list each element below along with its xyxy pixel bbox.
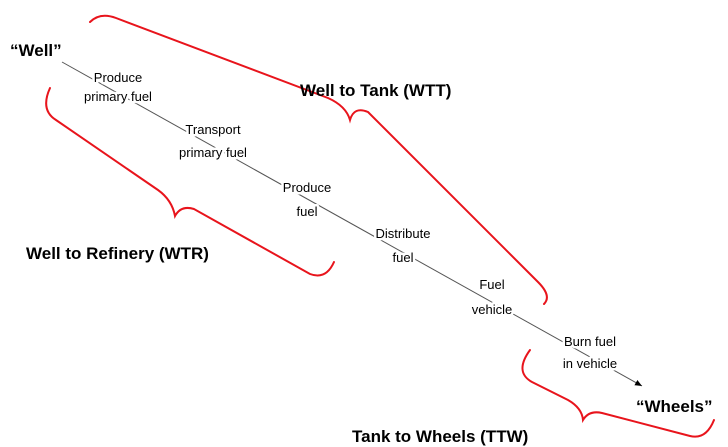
ttw-label: Tank to Wheels (TTW)	[352, 427, 528, 446]
brace-ttw	[521, 349, 715, 438]
step-label: Produce	[283, 180, 331, 195]
step-label: Fuel	[479, 277, 504, 292]
step-label: Produce	[94, 70, 142, 85]
step-label: fuel	[297, 204, 318, 219]
wtr-label: Well to Refinery (WTR)	[26, 244, 209, 263]
step-label: in vehicle	[563, 356, 617, 371]
wtt-label: Well to Tank (WTT)	[300, 81, 451, 100]
step-label: primary fuel	[84, 89, 152, 104]
step-label: primary fuel	[179, 145, 247, 160]
brace-wtr	[45, 87, 335, 277]
start-label: “Well”	[10, 41, 62, 60]
flow-line	[61, 61, 643, 387]
end-label: “Wheels”	[636, 397, 713, 416]
step-label: vehicle	[472, 302, 512, 317]
step-label: Burn fuel	[564, 334, 616, 349]
step-label: Transport	[185, 122, 241, 137]
brace-wtt	[89, 14, 548, 305]
step-label: fuel	[393, 250, 414, 265]
step-label: Distribute	[376, 226, 431, 241]
steps: Produce primary fuel Transport primary fuel…	[82, 68, 620, 374]
